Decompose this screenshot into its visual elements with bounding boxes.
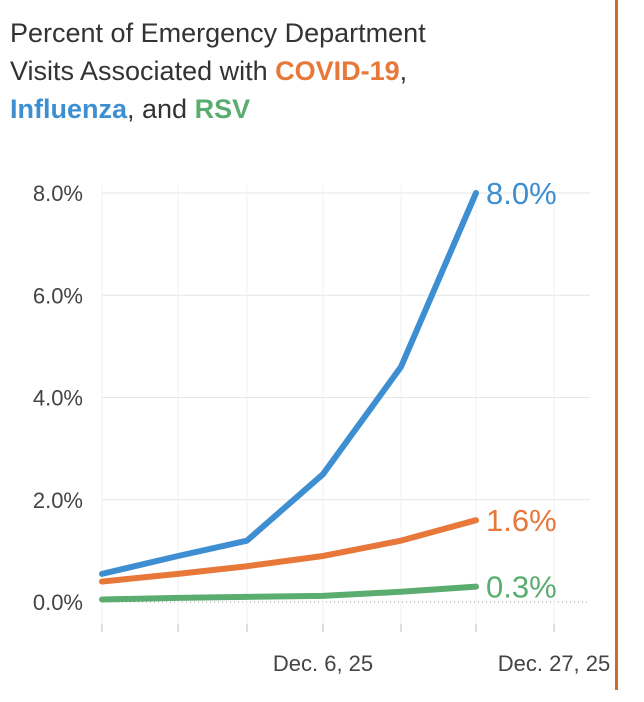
chart-title: Percent of Emergency Department Visits A… [10, 14, 600, 128]
axis-ticks: 0.0% 2.0% 4.0% 6.0% 8.0% Dec. 6, 25 Dec. 27, 2… [33, 181, 610, 676]
end-label-influenza: 8.0% [486, 176, 557, 211]
gridlines [101, 185, 590, 628]
y-tick-label-0: 0.0% [33, 590, 83, 615]
series-line-covid-19 [99, 517, 479, 585]
series-line-rsv [99, 583, 479, 603]
title-influenza: Influenza [10, 94, 128, 124]
y-tick-label-1: 2.0% [33, 488, 83, 513]
title-and: , and [127, 94, 195, 124]
title-line1: Percent of Emergency Department [10, 18, 426, 48]
end-label-covid-19: 1.6% [486, 503, 557, 538]
y-tick-label-4: 8.0% [33, 181, 83, 206]
title-comma: , [399, 56, 408, 86]
y-tick-label-2: 4.0% [33, 386, 83, 411]
series-lines [99, 190, 479, 603]
title-covid: COVID-19 [275, 56, 400, 86]
series-line-influenza [99, 190, 479, 577]
y-tick-label-3: 6.0% [33, 283, 83, 308]
right-divider-rule [615, 0, 618, 690]
x-tick-label-0: Dec. 6, 25 [273, 651, 373, 676]
end-label-rsv: 0.3% [486, 570, 557, 605]
title-rsv: RSV [194, 94, 251, 124]
x-tick-label-1: Dec. 27, 25 [498, 651, 611, 676]
end-labels: 8.0% 1.6% 0.3% [486, 176, 557, 605]
title-line2-prefix: Visits Associated with [10, 56, 276, 86]
